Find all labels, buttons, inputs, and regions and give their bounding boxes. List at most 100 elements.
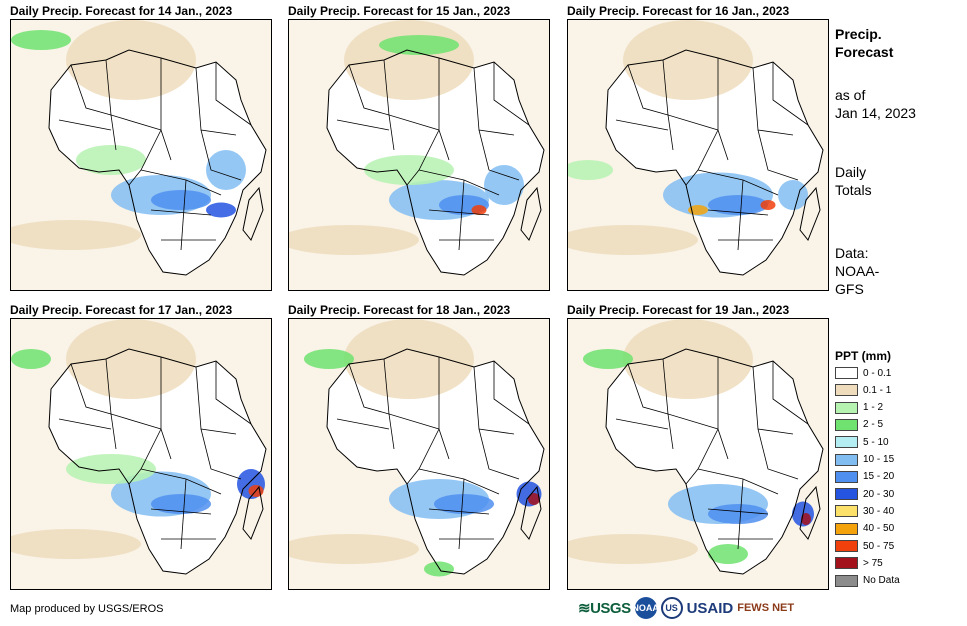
- precip-area: [424, 561, 454, 577]
- precip-area: [688, 205, 708, 215]
- legend-title: PPT (mm): [835, 349, 892, 363]
- precip-area: [623, 20, 753, 100]
- precip-area: [66, 20, 196, 100]
- precip-area: [484, 165, 524, 205]
- precip-area: [568, 160, 613, 180]
- legend-label: 40 - 50: [863, 523, 895, 535]
- country-border: [737, 179, 744, 251]
- country-border: [737, 478, 744, 550]
- panel-title-1: Daily Precip. Forecast for 14 Jan., 2023: [10, 4, 233, 18]
- precip-area: [289, 225, 419, 255]
- map-canvas: [11, 20, 271, 290]
- madagascar-outline: [799, 186, 821, 241]
- country-border: [458, 179, 465, 251]
- precip-area: [11, 529, 141, 559]
- fews-net-logo: FEWS NET: [737, 602, 795, 614]
- side-title-line2: Forecast: [835, 44, 894, 60]
- country-border: [150, 508, 212, 515]
- legend-swatch: [835, 574, 858, 587]
- madagascar-outline: [520, 186, 542, 241]
- precip-area: [206, 150, 246, 190]
- country-border: [478, 428, 520, 480]
- map-canvas: [289, 319, 549, 589]
- legend-swatch: [835, 418, 858, 431]
- precip-area: [151, 190, 211, 210]
- forecast-map-5: [288, 318, 550, 590]
- country-border: [667, 114, 674, 151]
- usgs-logo: ≋USGS: [578, 600, 631, 617]
- africa-land: [49, 349, 266, 574]
- country-border: [667, 413, 674, 450]
- country-border: [180, 179, 187, 251]
- precip-area: [304, 349, 354, 369]
- madagascar-outline: [242, 186, 264, 241]
- precip-area: [344, 20, 474, 100]
- legend-label: 10 - 15: [863, 454, 895, 465]
- country-border: [772, 62, 809, 126]
- noaa-logo: NOAA: [632, 597, 659, 619]
- country-border: [336, 119, 390, 131]
- country-border: [180, 478, 187, 550]
- legend-swatch: [835, 384, 858, 397]
- legend-swatch: [835, 367, 858, 379]
- country-border: [757, 428, 799, 480]
- map-canvas: [11, 319, 271, 589]
- country-border: [615, 119, 669, 131]
- precip-area: [568, 534, 698, 564]
- country-border: [110, 413, 117, 450]
- africa-land: [327, 349, 544, 574]
- legend-item: 40 - 50: [835, 522, 894, 536]
- precip-area: [708, 195, 768, 215]
- legend-swatch: [835, 557, 858, 570]
- country-border: [388, 413, 395, 450]
- legend-swatch: [835, 470, 858, 483]
- country-border: [336, 418, 390, 430]
- country-border: [757, 129, 799, 181]
- panel-title-5: Daily Precip. Forecast for 18 Jan., 2023: [288, 303, 511, 317]
- precip-area: [11, 220, 141, 250]
- country-border: [388, 114, 395, 151]
- map-canvas: [568, 319, 828, 589]
- legend-swatch: [835, 522, 858, 535]
- legend-item: No Data: [835, 574, 900, 588]
- madagascar-outline: [799, 485, 821, 540]
- side-data-line3: GFS: [835, 281, 864, 297]
- legend-swatch: [835, 540, 858, 552]
- legend-item: 15 - 20: [835, 470, 894, 484]
- legend-swatch: [835, 505, 858, 518]
- precip-area: [379, 35, 459, 55]
- country-border: [215, 62, 252, 126]
- legend-label: 1 - 2: [863, 402, 884, 414]
- africa-land: [606, 349, 823, 574]
- country-border: [458, 478, 465, 550]
- precip-area: [471, 205, 487, 215]
- side-totals: Daily Totals: [835, 163, 872, 199]
- precip-area: [434, 494, 494, 514]
- map-canvas: [289, 20, 549, 290]
- africa-land: [606, 50, 823, 275]
- precip-area: [76, 145, 146, 175]
- legend-item: > 75: [835, 556, 883, 570]
- panel-title-3: Daily Precip. Forecast for 16 Jan., 2023: [567, 4, 790, 18]
- precip-area: [206, 202, 236, 218]
- legend-label: 50 - 75: [863, 540, 895, 552]
- country-border: [348, 363, 390, 415]
- legend-item: 2 - 5: [835, 418, 883, 432]
- legend-label: > 75: [863, 557, 883, 569]
- madagascar-outline: [242, 485, 264, 540]
- country-border: [58, 418, 112, 430]
- precip-area: [66, 454, 156, 484]
- side-asof-line1: as of: [835, 87, 866, 103]
- precip-area: [151, 494, 211, 514]
- precip-area: [568, 225, 698, 255]
- forecast-map-6: [567, 318, 829, 590]
- partner-logos: ≋USGS NOAA US USAID FEWS NET: [578, 595, 794, 621]
- forecast-map-3: [567, 19, 829, 291]
- country-border: [772, 361, 809, 425]
- country-border: [200, 129, 242, 181]
- forecast-map-1: [10, 19, 272, 291]
- map-credit: Map produced by USGS/EROS: [10, 603, 164, 615]
- precip-area: [66, 319, 196, 399]
- country-border: [627, 64, 669, 116]
- legend-label: 5 - 10: [863, 436, 889, 448]
